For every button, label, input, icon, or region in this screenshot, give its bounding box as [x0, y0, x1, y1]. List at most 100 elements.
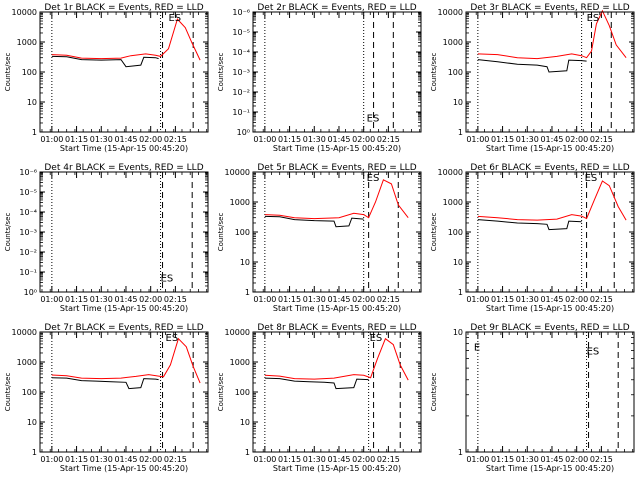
- events-series-line: [477, 59, 587, 73]
- chart-title: Det 3r BLACK = Events, RED = LLD: [470, 3, 629, 13]
- chart-title: Det 6r BLACK = Events, RED = LLD: [470, 163, 629, 173]
- x-axis-label: Start Time (15-Apr-15 00:45:20): [60, 464, 188, 473]
- y-tick-label: 10000: [438, 168, 463, 177]
- y-tick-label: 10000: [225, 328, 250, 337]
- plot-frame: [252, 11, 422, 133]
- y-tick-label: 10: [453, 258, 463, 267]
- y-tick-label: 1000: [230, 358, 250, 367]
- chart-title: Det 7r BLACK = Events, RED = LLD: [44, 323, 203, 333]
- chart-panel-5: Det 5r BLACK = Events, RED = LLD Counts/s…: [217, 163, 422, 313]
- chart-title: Det 2r BLACK = Events, RED = LLD: [257, 3, 416, 13]
- plot-frame: [39, 11, 209, 133]
- y-tick-label: 10000: [438, 8, 463, 17]
- y-tick-label: 1: [32, 128, 37, 137]
- marker-annotation: ES: [367, 114, 380, 125]
- y-tick-label: 10⁻⁶: [19, 168, 37, 177]
- x-tick-label: 02:15: [590, 455, 613, 464]
- y-tick-label: 100: [22, 388, 37, 397]
- marker-annotation: ES: [587, 13, 600, 24]
- chart-panel-7: Det 7r BLACK = Events, RED = LLD Counts/s…: [4, 323, 209, 473]
- plot-frame: [39, 331, 209, 453]
- y-axis-label: Counts/sec: [430, 53, 438, 92]
- y-tick-label: 1: [245, 448, 250, 457]
- y-tick-label: 1: [32, 448, 37, 457]
- x-tick-label: 02:00: [565, 135, 588, 144]
- x-tick-label: 01:00: [40, 455, 63, 464]
- x-tick-label: 02:15: [590, 295, 613, 304]
- x-tick-label: 01:15: [491, 455, 514, 464]
- y-tick-label: 1000: [443, 38, 463, 47]
- x-tick-label: 02:15: [377, 455, 400, 464]
- x-tick-label: 01:30: [90, 135, 113, 144]
- plot-frame: [465, 11, 635, 133]
- y-tick-label: 10⁰: [237, 128, 250, 137]
- x-tick-label: 02:00: [139, 455, 162, 464]
- x-tick-label: 01:45: [114, 455, 137, 464]
- y-tick-label: 10⁻³: [232, 68, 250, 77]
- x-tick-label: 02:00: [565, 295, 588, 304]
- x-tick-label: 02:15: [164, 455, 187, 464]
- lld-series-line: [264, 179, 409, 220]
- chart-panel-6: Det 6r BLACK = Events, RED = LLD Counts/s…: [430, 163, 635, 313]
- x-tick-label: 01:00: [253, 455, 276, 464]
- chart-title: Det 8r BLACK = Events, RED = LLD: [257, 323, 416, 333]
- y-tick-label: 1: [458, 448, 463, 457]
- lld-series-line: [264, 337, 409, 381]
- y-tick-label: 10000: [12, 8, 37, 17]
- y-axis-label: Counts/sec: [430, 373, 438, 412]
- y-tick-label: 100: [448, 228, 463, 237]
- y-axis-label: Counts/sec: [217, 213, 225, 252]
- events-series-line: [51, 55, 159, 68]
- x-tick-label: 01:45: [540, 135, 563, 144]
- marker-annotation: ES: [168, 13, 181, 24]
- x-axis-label: Start Time (15-Apr-15 00:45:20): [273, 464, 401, 473]
- y-tick-label: 10: [27, 98, 37, 107]
- y-axis-label: Counts/sec: [217, 53, 225, 92]
- x-tick-label: 01:30: [303, 455, 326, 464]
- y-tick-label: 100: [235, 388, 250, 397]
- x-tick-label: 01:00: [40, 135, 63, 144]
- chart-title: Det 5r BLACK = Events, RED = LLD: [257, 163, 416, 173]
- lld-series-line: [477, 9, 627, 60]
- chart-panel-9: Det 9r BLACK = Events, RED = LLD Counts/s…: [430, 323, 635, 473]
- x-tick-label: 01:45: [540, 295, 563, 304]
- x-tick-label: 01:00: [253, 295, 276, 304]
- x-tick-label: 02:00: [352, 135, 375, 144]
- y-tick-label: 10: [27, 418, 37, 427]
- x-tick-label: 01:00: [40, 295, 63, 304]
- x-tick-label: 01:00: [466, 135, 489, 144]
- events-series-line: [264, 377, 369, 390]
- x-tick-label: 01:30: [303, 295, 326, 304]
- plot-frame: [39, 171, 209, 293]
- x-tick-label: 01:30: [516, 455, 539, 464]
- x-tick-label: 01:45: [327, 295, 350, 304]
- x-tick-label: 01:30: [516, 135, 539, 144]
- x-axis-label: Start Time (15-Apr-15 00:45:20): [273, 304, 401, 313]
- marker-annotation: ES: [166, 333, 179, 344]
- x-axis-label: Start Time (15-Apr-15 00:45:20): [486, 304, 614, 313]
- x-tick-label: 02:00: [139, 135, 162, 144]
- marker-annotation: ES: [370, 333, 383, 344]
- x-tick-label: 01:15: [278, 455, 301, 464]
- lld-series-line: [51, 337, 201, 384]
- x-axis-label: Start Time (15-Apr-15 00:45:20): [486, 464, 614, 473]
- x-tick-label: 01:15: [65, 295, 88, 304]
- y-tick-label: 10⁻⁴: [232, 48, 250, 57]
- y-tick-label: 10⁻⁶: [232, 8, 250, 17]
- y-tick-label: 100: [448, 68, 463, 77]
- chart-title: Det 4r BLACK = Events, RED = LLD: [44, 163, 203, 173]
- events-series-line: [477, 219, 582, 231]
- x-tick-label: 01:15: [278, 135, 301, 144]
- x-tick-label: 01:00: [253, 135, 276, 144]
- x-tick-label: 01:30: [303, 135, 326, 144]
- x-tick-label: 01:30: [516, 295, 539, 304]
- y-tick-label: 10⁻²: [232, 88, 250, 97]
- y-tick-label: 10: [453, 98, 463, 107]
- plot-frame: [465, 331, 635, 453]
- events-series-line: [51, 377, 159, 390]
- x-tick-label: 02:00: [565, 455, 588, 464]
- x-axis-label: Start Time (15-Apr-15 00:45:20): [273, 144, 401, 153]
- marker-annotation: ES: [367, 173, 380, 184]
- y-tick-label: 10⁻⁵: [19, 188, 37, 197]
